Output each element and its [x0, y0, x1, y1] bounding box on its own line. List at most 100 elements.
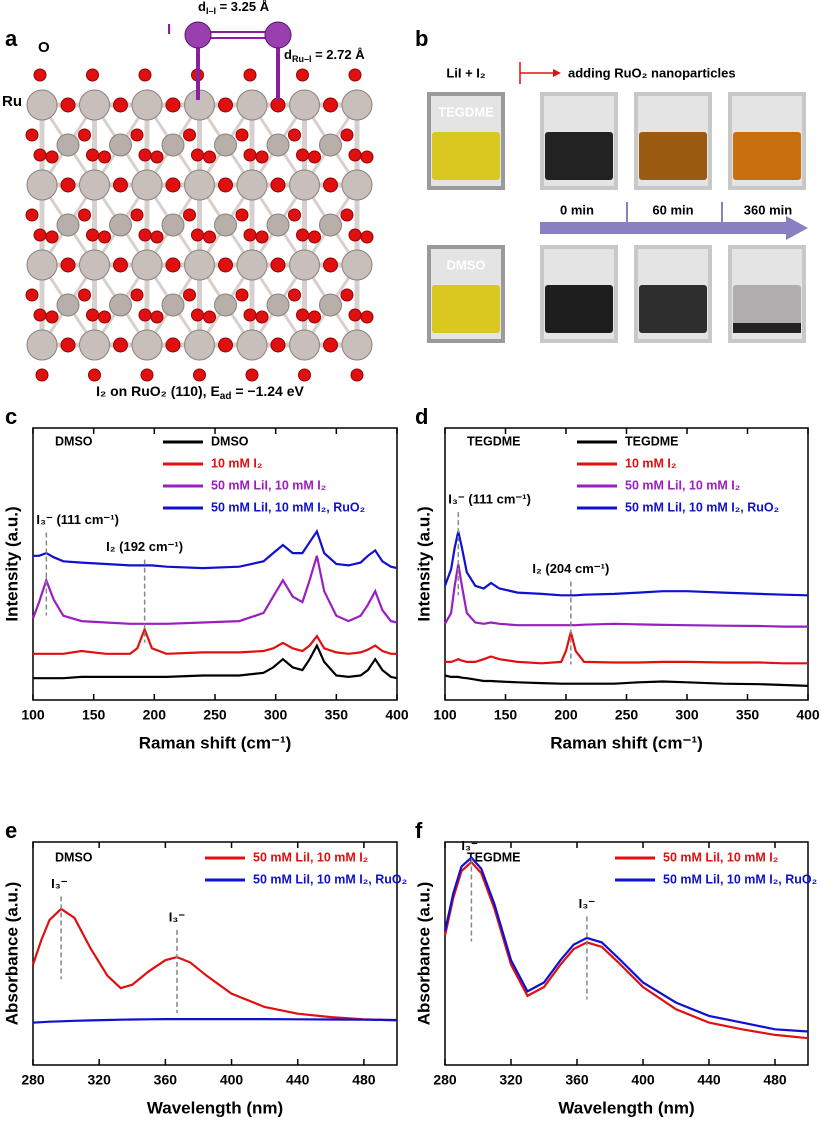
sub: Ru–I	[292, 54, 312, 64]
x-tick-label: 350	[325, 707, 349, 723]
o-atom	[88, 368, 101, 382]
ru-atom	[161, 293, 185, 317]
o-atom	[348, 228, 362, 242]
o-atom	[270, 97, 286, 113]
o-atom	[308, 230, 321, 244]
series-line	[443, 856, 809, 1033]
ru-atom	[214, 213, 237, 237]
o-atom	[113, 337, 128, 353]
o-atom	[340, 288, 354, 302]
x-axis-label: Raman shift (cm⁻¹)	[139, 733, 292, 752]
x-tick-label: 200	[554, 707, 578, 723]
ru-atom	[266, 213, 290, 237]
ru-atom	[289, 329, 320, 361]
ru-atom	[161, 213, 185, 237]
ru-atom	[26, 169, 58, 201]
legend-label: 50 mM LiI, 10 mM I₂, RuO₂	[663, 872, 817, 886]
x-axis-label: Wavelength (nm)	[558, 1098, 694, 1117]
ru-atom	[184, 249, 215, 281]
liquid	[639, 132, 707, 180]
o-atom	[245, 368, 259, 382]
o-atom	[235, 208, 249, 222]
ru-atom	[319, 293, 342, 317]
o-atom	[270, 177, 286, 193]
x-tick-label: 320	[499, 1072, 523, 1088]
o-atom	[86, 228, 99, 242]
liquid	[432, 132, 500, 180]
ru-atom	[184, 329, 215, 361]
x-tick-label: 250	[203, 707, 227, 723]
o-label: O	[38, 39, 50, 56]
crystal-structure	[25, 21, 374, 382]
ru-atom	[341, 329, 373, 361]
liquid	[545, 132, 613, 180]
d: d	[198, 0, 206, 14]
x-tick-label: 320	[88, 1072, 112, 1088]
panel-letter: c	[5, 404, 17, 429]
o-atom	[191, 148, 204, 162]
annotation: I₃⁻	[169, 909, 186, 924]
o-atom	[348, 148, 362, 162]
caption: I₂ on RuO₂ (110), E	[96, 383, 220, 399]
liquid	[639, 285, 707, 333]
solvent-label: TEGDME	[438, 104, 494, 119]
o-atom	[193, 368, 206, 382]
o-atom	[86, 68, 99, 82]
o-atom	[296, 68, 309, 82]
o-atom	[138, 68, 152, 82]
distance-ii: dI–I = 3.25 Å	[198, 0, 270, 16]
rest: = 3.25 Å	[216, 0, 270, 14]
ru-atom	[79, 249, 110, 281]
legend-label: 50 mM LiI, 10 mM I₂, RuO₂	[211, 500, 365, 514]
solvent-label: DMSO	[55, 434, 93, 448]
o-atom	[296, 308, 309, 322]
liquid	[432, 285, 500, 333]
o-atom	[78, 208, 91, 222]
plot-frame	[444, 841, 809, 1066]
panel-letter: e	[5, 818, 17, 843]
o-atom	[296, 148, 309, 162]
ru-atom	[26, 329, 58, 361]
solvent-label: DMSO	[447, 257, 486, 272]
ru-atom	[341, 249, 373, 281]
x-axis-label: Wavelength (nm)	[147, 1098, 283, 1117]
i-atom	[184, 21, 212, 49]
o-atom	[323, 97, 338, 113]
o-atom	[25, 288, 39, 302]
solvent-label: TEGDME	[467, 434, 520, 448]
o-atom	[113, 177, 128, 193]
time-arrow-head	[786, 216, 808, 240]
o-atom	[191, 228, 204, 242]
o-atom	[243, 148, 257, 162]
time-arrow	[540, 222, 788, 234]
o-atom	[25, 128, 39, 142]
time-label: 60 min	[652, 202, 693, 217]
ru-atom	[184, 169, 215, 201]
ru-atom	[214, 293, 237, 317]
ru-atom	[161, 133, 185, 157]
o-atom	[255, 150, 269, 164]
x-tick-label: 400	[796, 707, 820, 723]
x-tick-label: 400	[220, 1072, 244, 1088]
o-atom	[235, 128, 249, 142]
legend-label: 10 mM I₂	[211, 456, 262, 470]
ru-atom	[341, 169, 373, 201]
o-atom	[323, 257, 338, 273]
o-atom	[288, 208, 301, 222]
o-atom	[33, 228, 47, 242]
ru-atom	[289, 249, 320, 281]
o-atom	[360, 310, 374, 324]
o-atom	[150, 310, 164, 324]
sediment	[733, 323, 801, 333]
x-tick-label: 400	[631, 1072, 655, 1088]
series-line	[443, 531, 809, 597]
o-atom	[340, 208, 354, 222]
o-atom	[113, 97, 128, 113]
liquid	[733, 132, 801, 180]
o-atom	[348, 68, 362, 82]
o-atom	[348, 308, 362, 322]
ru-atom	[266, 133, 290, 157]
x-tick-label: 150	[82, 707, 106, 723]
x-tick-label: 360	[154, 1072, 178, 1088]
